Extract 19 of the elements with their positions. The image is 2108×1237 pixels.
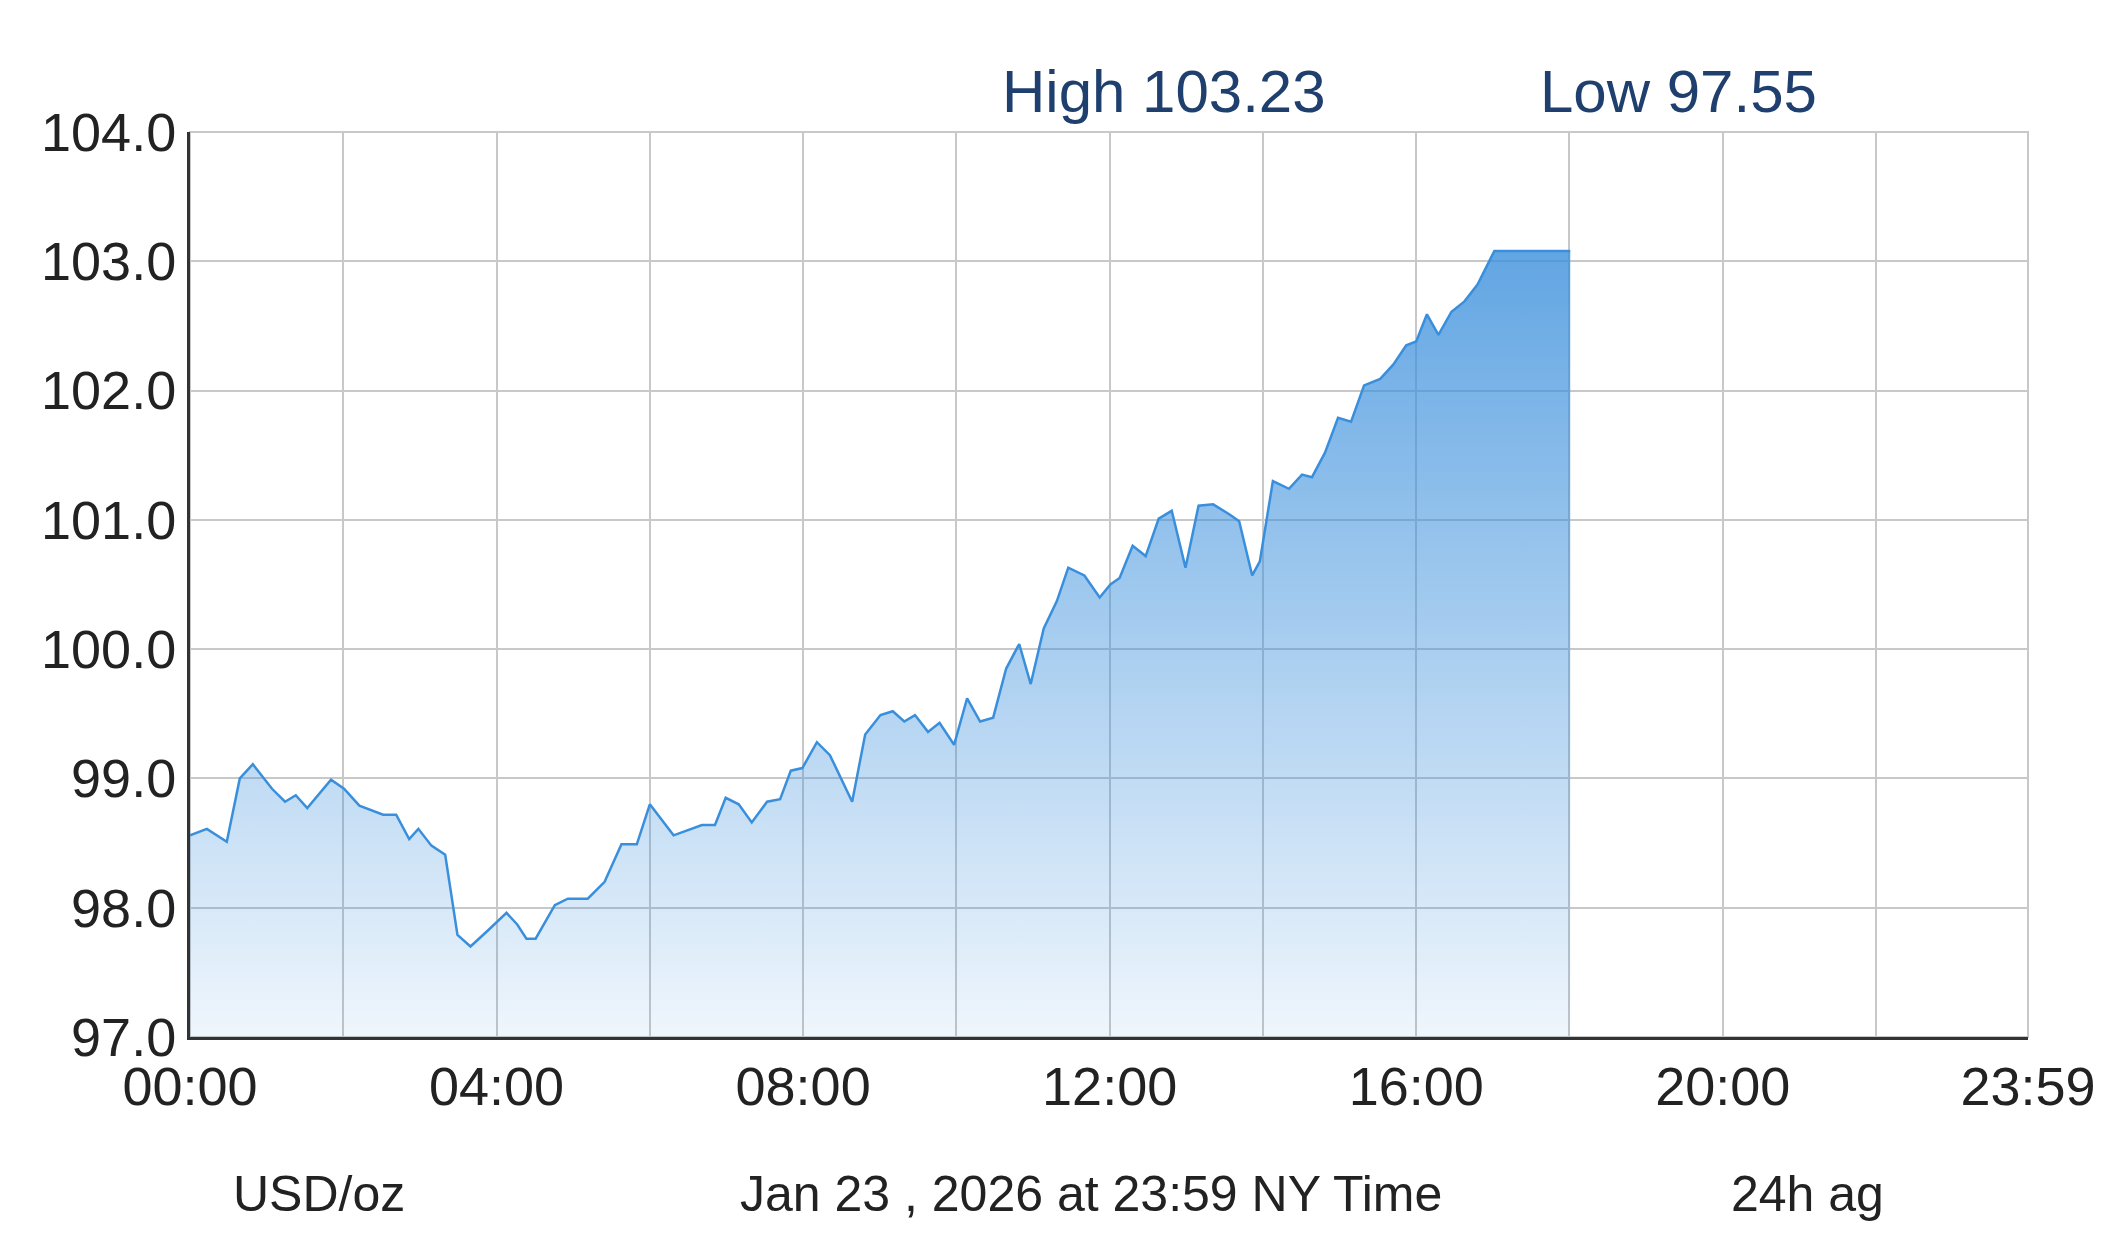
- text: Jan 23 , 2026 at 23:59 NY Time: [740, 1166, 1443, 1222]
- x-tick-label: 04:00: [428, 1055, 565, 1116]
- y-tick-label: 99.0: [71, 748, 177, 809]
- x-tick-label: 08:00: [735, 1055, 871, 1116]
- x-tick-label: 16:00: [1348, 1055, 1484, 1116]
- text: USD/oz: [233, 1166, 406, 1222]
- y-tick-label: 100.0: [41, 619, 177, 680]
- y-tick-label: 101.0: [41, 489, 177, 550]
- x-tick-label: 12:00: [1042, 1055, 1178, 1116]
- y-tick-label: 97.0: [71, 1006, 177, 1067]
- text: Low 97.55: [1540, 58, 1817, 125]
- text: 24h ag: [1731, 1166, 1884, 1222]
- x-tick-label: 20:00: [1655, 1055, 1791, 1116]
- x-tick-label: 23:59: [1960, 1055, 2096, 1116]
- y-tick-label: 102.0: [41, 360, 177, 421]
- y-tick-label: 103.0: [41, 231, 177, 292]
- text: High 103.23: [1002, 58, 1326, 125]
- y-tick-label: 104.0: [41, 101, 177, 162]
- y-tick-label: 98.0: [71, 877, 177, 938]
